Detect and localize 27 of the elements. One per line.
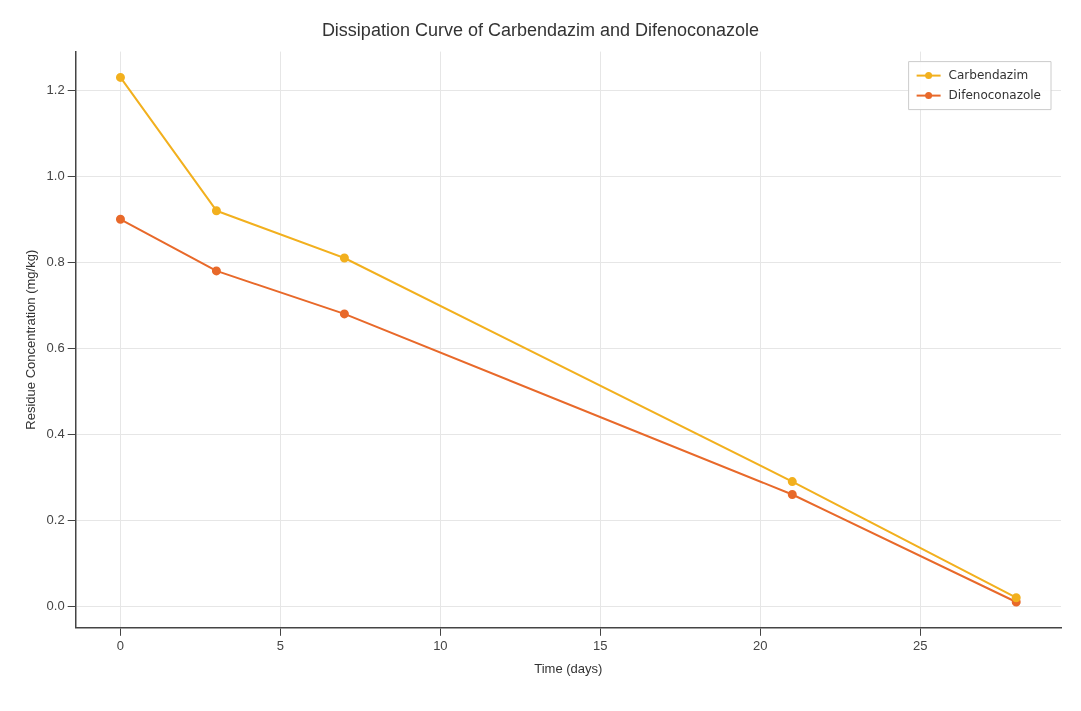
y-tick-label: 1.2 — [46, 81, 65, 97]
y-tick-label: 0.8 — [46, 253, 65, 269]
y-tick-label: 0.0 — [46, 597, 65, 613]
x-axis-title: Time (days) — [534, 660, 603, 676]
y-tick-label: 0.4 — [46, 425, 65, 441]
point — [211, 206, 221, 216]
x-tick-label: 10 — [433, 638, 448, 654]
x-tick-label: 5 — [276, 638, 285, 654]
legend-label: Difenoconazole — [948, 87, 1042, 102]
chart-title: Dissipation Curve of Carbendazim and Difenoconazole — [321, 19, 760, 40]
y-tick-label: 1.0 — [46, 167, 65, 183]
point — [339, 309, 349, 319]
y-axis-title: Residue Concentration (mg/kg) — [23, 249, 39, 430]
point — [787, 477, 797, 487]
x-tick-label: 25 — [913, 638, 928, 654]
point — [339, 253, 349, 263]
point — [211, 266, 221, 276]
point — [115, 214, 125, 224]
x-tick-label: 15 — [593, 638, 608, 654]
point — [115, 72, 125, 82]
x-tick-label: 20 — [753, 638, 768, 654]
point — [1011, 593, 1021, 603]
y-tick-label: 0.6 — [46, 339, 65, 355]
y-tick-label: 0.2 — [46, 511, 65, 527]
point — [787, 490, 797, 499]
legend-label: Carbendazim — [948, 67, 1029, 82]
x-tick-label: 0 — [116, 638, 125, 654]
